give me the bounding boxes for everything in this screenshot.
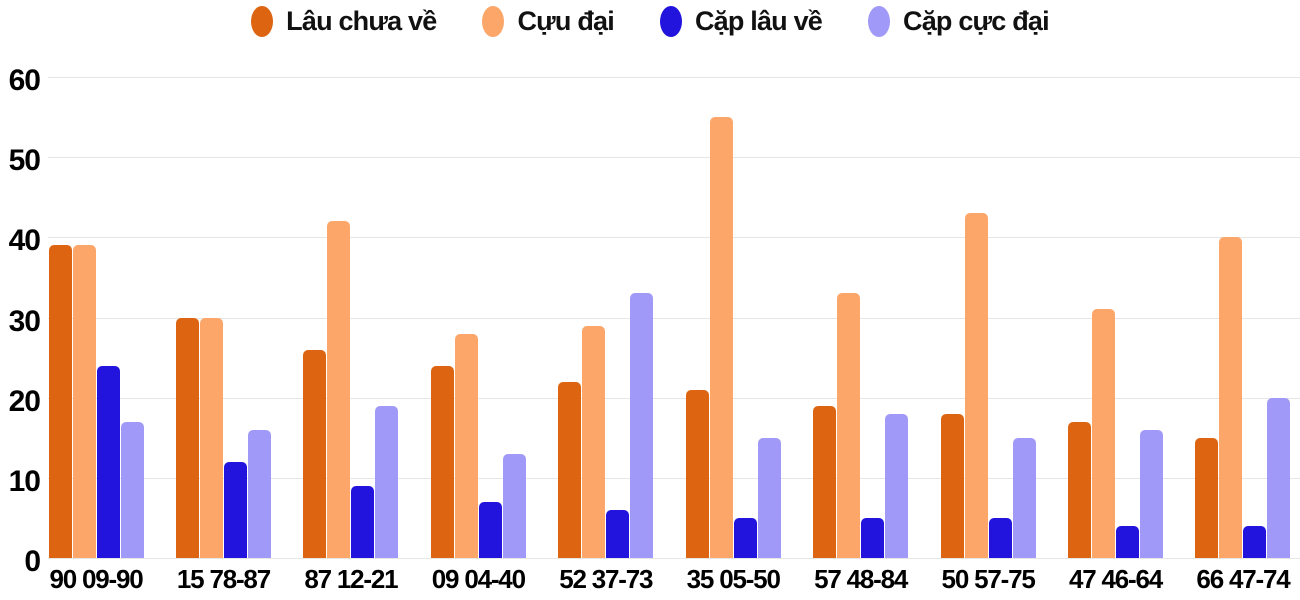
- legend-item-4[interactable]: Cặp cực đại: [868, 6, 1050, 37]
- bar-2-group-4: [454, 333, 478, 558]
- legend-item-2[interactable]: Cựu đại: [482, 6, 615, 37]
- legend: Lâu chưa về Cựu đại Cặp lâu về Cặp cực đại: [0, 6, 1300, 37]
- x-axis-label: 47 46-64: [1068, 564, 1163, 594]
- gridline: [48, 237, 1300, 239]
- x-axis-label: 15 78-87: [176, 564, 271, 594]
- bar-2-group-1: [72, 245, 96, 558]
- legend-item-label: Lâu chưa về: [286, 6, 437, 36]
- x-axis-label: 57 48-84: [814, 564, 908, 594]
- bar-3-group-6: [733, 517, 757, 558]
- legend-item-1[interactable]: Lâu chưa về: [251, 6, 437, 37]
- gridline: [48, 77, 1300, 78]
- bar-1-group-9: [1068, 421, 1092, 558]
- bar-1-group-2: [175, 317, 199, 558]
- bar-3-group-2: [223, 461, 247, 558]
- bar-4-group-10: [1267, 397, 1291, 558]
- gridline: [48, 558, 1300, 559]
- gridline: [48, 317, 1300, 319]
- bar-1-group-7: [813, 405, 837, 558]
- bar-4-group-5: [630, 293, 654, 558]
- x-axis-label: 66 47-74: [1196, 564, 1290, 594]
- legend-marker-icon: [482, 6, 505, 37]
- legend-marker-icon: [659, 6, 682, 37]
- bar-3-group-8: [988, 517, 1012, 558]
- y-tick-label: 10: [8, 464, 41, 498]
- bar-1-group-6: [685, 389, 709, 558]
- bar-2-group-3: [327, 221, 351, 558]
- legend-item-label: Cặp cực đại: [903, 6, 1050, 36]
- bar-4-group-6: [757, 437, 781, 558]
- y-tick-label: 30: [8, 304, 41, 338]
- bar-1-group-3: [303, 349, 327, 558]
- bar-3-group-1: [96, 365, 120, 558]
- bar-2-group-10: [1219, 237, 1243, 558]
- bar-3-group-5: [606, 509, 630, 558]
- bar-4-group-9: [1140, 429, 1164, 558]
- gridline: [48, 157, 1300, 159]
- legend-item-label: Cựu đại: [517, 6, 614, 36]
- x-axis-label: 52 37-73: [559, 564, 653, 594]
- bar-3-group-4: [478, 501, 502, 558]
- bar-2-group-8: [964, 213, 988, 558]
- bar-2-group-2: [199, 317, 223, 558]
- bar-4-group-2: [247, 429, 271, 558]
- bar-4-group-3: [375, 405, 399, 558]
- y-tick-label: 50: [8, 144, 41, 178]
- bar-2-group-9: [1092, 309, 1116, 558]
- legend-item-label: Cặp lâu về: [694, 6, 823, 36]
- gridline: [48, 477, 1300, 479]
- bar-1-group-10: [1195, 437, 1219, 558]
- x-axis-label: 50 57-75: [941, 564, 1036, 594]
- bar-2-group-7: [837, 293, 861, 558]
- bar-4-group-1: [120, 421, 144, 558]
- bar-4-group-7: [885, 413, 909, 558]
- legend-marker-icon: [868, 6, 891, 37]
- bar-1-group-5: [558, 381, 582, 558]
- bar-1-group-1: [48, 245, 72, 558]
- legend-item-3[interactable]: Cặp lâu về: [659, 6, 823, 37]
- bar-3-group-9: [1116, 525, 1140, 558]
- x-axis-label: 09 04-40: [431, 564, 526, 594]
- bar-2-group-6: [709, 117, 733, 558]
- bar-1-group-8: [940, 413, 964, 558]
- y-tick-label: 20: [8, 384, 41, 418]
- bar-3-group-3: [351, 485, 375, 558]
- bar-4-group-4: [502, 453, 526, 558]
- y-tick-label: 40: [8, 224, 41, 258]
- bar-1-group-4: [430, 365, 454, 558]
- gridline: [48, 397, 1300, 399]
- legend-marker-icon: [251, 6, 274, 37]
- bar-3-group-10: [1243, 525, 1267, 558]
- bar-3-group-7: [861, 517, 885, 558]
- y-tick-label: 0: [24, 545, 41, 578]
- bar-2-group-5: [582, 325, 606, 558]
- x-axis-label: 87 12-21: [304, 564, 398, 594]
- bar-4-group-8: [1012, 437, 1036, 558]
- x-axis-label: 35 05-50: [686, 564, 781, 594]
- y-tick-label: 60: [8, 64, 41, 97]
- x-axis-label: 90 09-90: [49, 564, 143, 594]
